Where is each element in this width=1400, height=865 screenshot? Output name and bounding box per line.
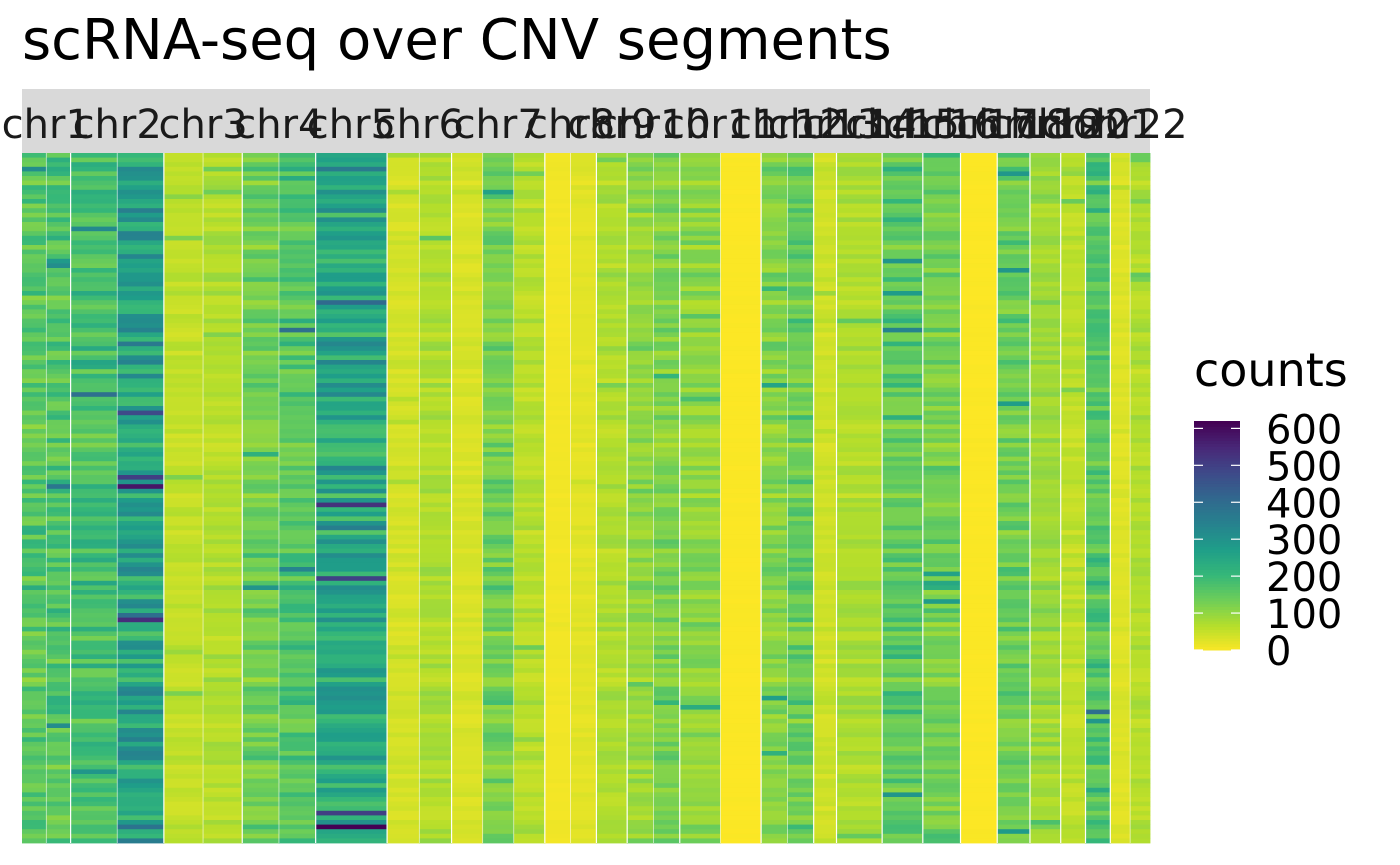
facet-label-chr10: chr10 xyxy=(596,102,711,148)
facet-chr8 xyxy=(544,153,597,844)
legend-tick-label: 500 xyxy=(1266,444,1342,490)
segment-chr12-1 xyxy=(761,153,788,844)
colorbar xyxy=(1194,421,1240,651)
segment-chr11-1 xyxy=(679,153,721,844)
segment-chr2-2 xyxy=(117,153,165,844)
chart-title: scRNA-seq over CNV segments xyxy=(22,8,892,73)
segment-chr7-1 xyxy=(451,153,484,844)
segment-chr13-1 xyxy=(813,153,837,844)
facet-label-chr13: chr13 xyxy=(768,102,883,148)
facet-label-chr8: chr8 xyxy=(526,102,615,148)
segment-chr19-1 xyxy=(1029,153,1062,844)
facet-label-chr12: chr12 xyxy=(730,102,845,148)
segment-chr10-1 xyxy=(627,153,654,844)
segment-chr12-2 xyxy=(787,153,815,844)
facet-chr22 xyxy=(1110,153,1151,844)
facet-chr13 xyxy=(813,153,837,844)
segment-chr16-1 xyxy=(922,153,961,844)
segment-chr2-1 xyxy=(70,153,118,844)
legend-tick-label: 400 xyxy=(1266,481,1342,527)
segment-chr11-2 xyxy=(720,153,762,844)
facet-label-chr9: chr9 xyxy=(567,102,656,148)
facet-label-chr2: chr2 xyxy=(73,102,162,148)
segment-chr3-1 xyxy=(163,153,204,844)
facet-chr11 xyxy=(679,153,762,844)
legend-tick-label: 0 xyxy=(1266,629,1291,675)
facet-strip xyxy=(22,89,1150,153)
facet-chr5 xyxy=(315,153,388,844)
segment-chr3-2 xyxy=(203,153,243,844)
facet-chr9 xyxy=(596,153,628,844)
facet-chr1 xyxy=(22,153,72,844)
facet-label-chr21: chr21 xyxy=(1041,102,1156,148)
facet-label-chr11: chr11 xyxy=(663,102,778,148)
segment-chr21-1 xyxy=(1085,153,1111,844)
segment-chr10-2 xyxy=(653,153,681,844)
legend-tick-label: 100 xyxy=(1266,592,1342,638)
facet-label-chr18: chr18 xyxy=(956,102,1071,148)
legend-tick-label: 600 xyxy=(1266,407,1342,453)
facet-chr4 xyxy=(242,153,317,844)
segment-chr8-2 xyxy=(570,153,597,844)
facet-chr19 xyxy=(1029,153,1062,844)
segment-chr1-1 xyxy=(22,153,47,844)
facet-label-chr1: chr1 xyxy=(2,102,91,148)
segment-chr22-1 xyxy=(1110,153,1131,844)
segment-chr6-1 xyxy=(387,153,420,844)
facet-label-chr22: chr22 xyxy=(1073,102,1188,148)
segment-chr5-1 xyxy=(315,153,388,844)
facet-chr14 xyxy=(836,153,883,844)
segment-chr20-1 xyxy=(1060,153,1086,844)
facet-chr3 xyxy=(163,153,243,844)
facet-chr6 xyxy=(387,153,452,844)
legend-title: counts xyxy=(1194,343,1348,397)
segment-chr4-1 xyxy=(242,153,280,844)
facet-chr21 xyxy=(1085,153,1111,844)
facet-label-chr14: chr14 xyxy=(802,102,917,148)
segment-chr7-2 xyxy=(482,153,515,844)
facet-chr20 xyxy=(1060,153,1086,844)
facet-chr15 xyxy=(882,153,924,844)
segment-chr18-1 xyxy=(997,153,1031,844)
facet-label-chr15: chr15 xyxy=(845,102,960,148)
segment-chr17-1 xyxy=(960,153,998,844)
segment-chr7-3 xyxy=(513,153,546,844)
segment-chr9-1 xyxy=(596,153,628,844)
segment-chr1-2 xyxy=(46,153,72,844)
facet-label-chr16: chr16 xyxy=(884,102,999,148)
facet-label-chr6: chr6 xyxy=(375,102,464,148)
segment-chr14-1 xyxy=(836,153,883,844)
facet-label-chr20: chr20 xyxy=(1016,102,1131,148)
facet-label-chr5: chr5 xyxy=(307,102,396,148)
facet-label-chr4: chr4 xyxy=(234,102,323,148)
segment-chr22-2 xyxy=(1130,153,1151,844)
facet-chr12 xyxy=(761,153,815,844)
facet-chr2 xyxy=(70,153,165,844)
legend-tick-label: 300 xyxy=(1266,518,1342,564)
facet-chr10 xyxy=(627,153,681,844)
facet-chr17 xyxy=(960,153,998,844)
facet-chr7 xyxy=(451,153,546,844)
segment-chr15-1 xyxy=(882,153,924,844)
segment-chr8-1 xyxy=(544,153,572,844)
segment-chr6-2 xyxy=(419,153,452,844)
facet-label-chr17: chr17 xyxy=(922,102,1037,148)
facet-chr18 xyxy=(997,153,1031,844)
segment-chr4-2 xyxy=(278,153,317,844)
facet-label-chr19: chr19 xyxy=(988,102,1103,148)
facet-chr16 xyxy=(922,153,961,844)
facet-label-chr7: chr7 xyxy=(454,102,543,148)
legend-tick-label: 200 xyxy=(1266,555,1342,601)
facet-label-chr3: chr3 xyxy=(158,102,247,148)
